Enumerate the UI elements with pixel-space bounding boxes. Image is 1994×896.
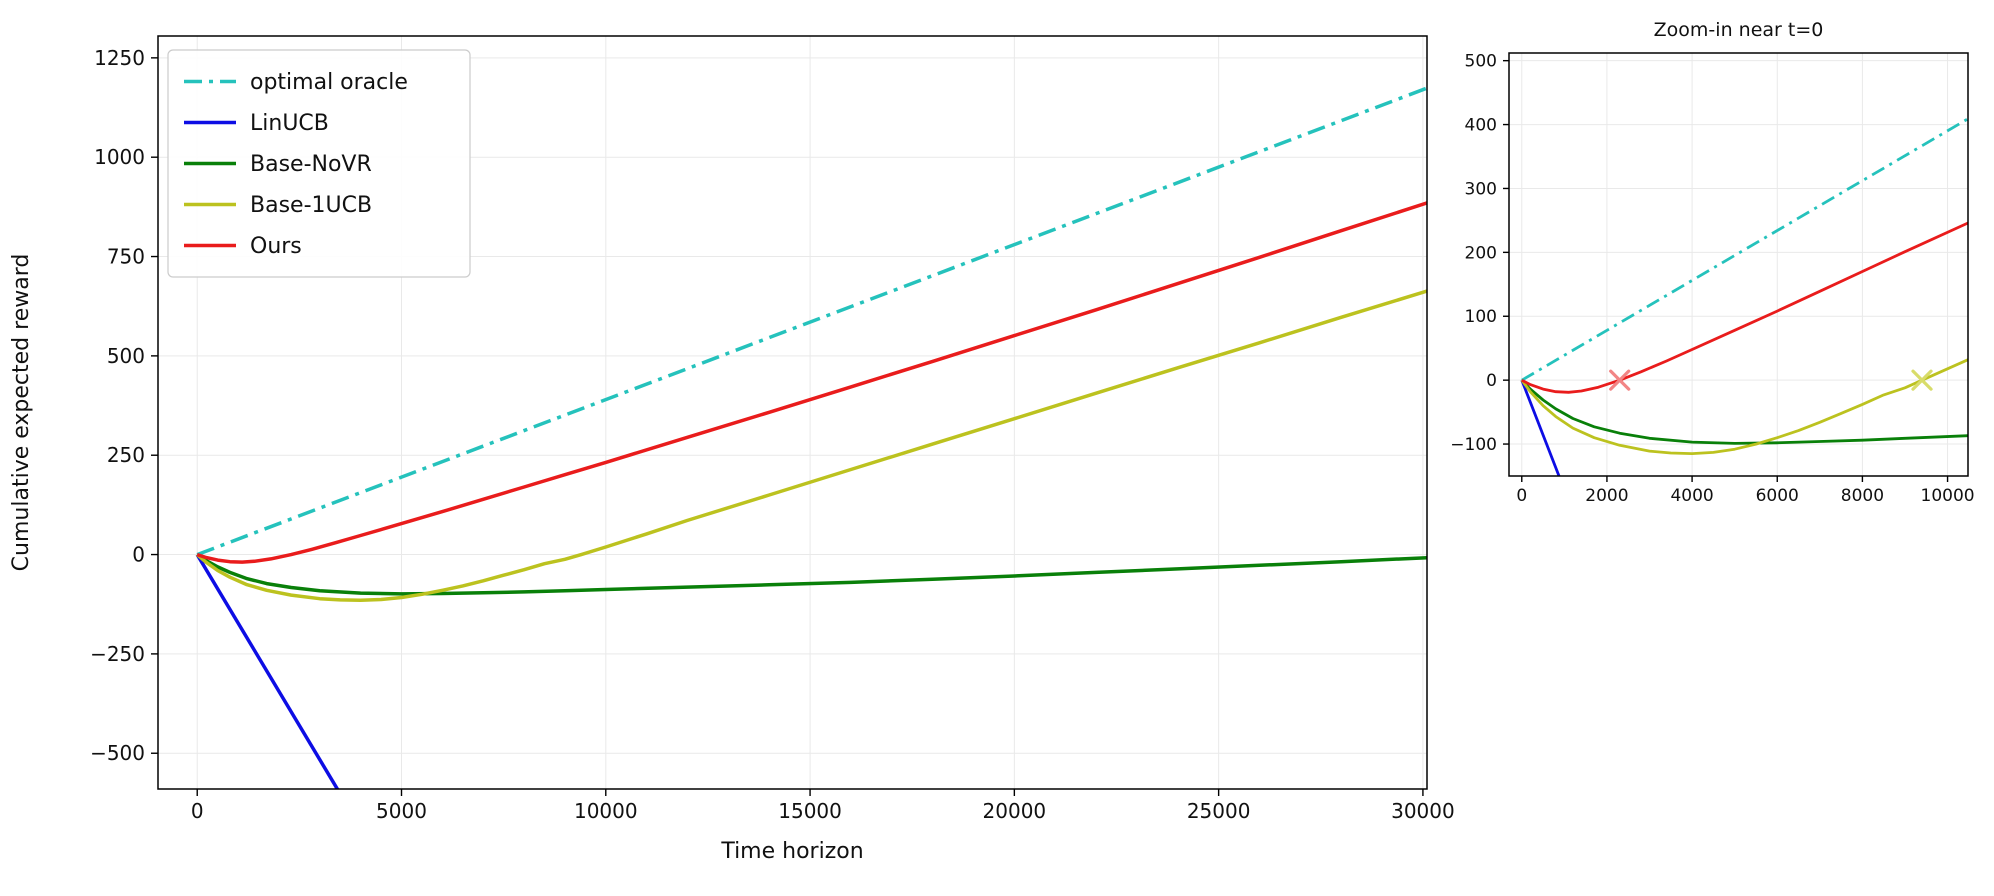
y-tick-label: 250 xyxy=(107,443,145,467)
plot-border xyxy=(1508,52,1969,477)
y-tick-label: 0 xyxy=(132,543,145,567)
series-line-optimal-oracle xyxy=(1521,117,1968,382)
y-tick-label: −250 xyxy=(90,642,145,666)
legend-label: Base-NoVR xyxy=(250,152,372,177)
x-tick-label: 4000 xyxy=(1670,486,1713,506)
x-axis-label: Time horizon xyxy=(720,839,863,864)
zoom-chart-svg: 0 2000 4000 6000 8000 10000 −100 0 100 200 300 400 5… xyxy=(1450,19,1975,506)
x-tick-label: 30000 xyxy=(1391,799,1455,823)
series-line-ours xyxy=(196,201,1427,564)
y-tick-label: −500 xyxy=(90,741,145,765)
x-marker xyxy=(1609,369,1631,391)
y-tick-label: 300 xyxy=(1465,179,1497,199)
x-tick-label: 10000 xyxy=(1921,486,1975,506)
y-axis-label: Cumulative expected reward xyxy=(9,254,34,572)
y-tick-label: 500 xyxy=(1465,52,1497,72)
x-tick-label: 15000 xyxy=(778,799,842,823)
series-line-base-novr xyxy=(196,553,1427,596)
x-tick-label: 5000 xyxy=(376,799,427,823)
y-tick-label: 200 xyxy=(1465,243,1497,263)
plot-border xyxy=(157,35,1428,790)
series-line-base-1ucb xyxy=(196,289,1427,603)
legend-label: optimal oracle xyxy=(250,70,408,95)
series-line-base-novr xyxy=(1520,379,1968,445)
series-line-ours xyxy=(1521,221,1968,394)
legend: optimal oracle LinUCB Base-NoVR Base-1UCB Ou… xyxy=(167,49,471,278)
main-chart-svg: 0 5000 10000 15000 20000 25000 30000 −500 −250 0 2… xyxy=(9,35,1455,864)
y-tick-label: 1000 xyxy=(94,145,145,169)
legend-label: Ours xyxy=(250,234,302,259)
y-tick-label: 750 xyxy=(107,245,145,269)
legend-label: Base-1UCB xyxy=(250,193,372,218)
x-tick-label: 2000 xyxy=(1585,486,1628,506)
chart-title: Zoom-in near t=0 xyxy=(1654,19,1824,41)
x-tick-label: 20000 xyxy=(983,799,1047,823)
x-marker xyxy=(1911,369,1933,391)
legend-box xyxy=(167,49,471,278)
x-tick-label: 10000 xyxy=(574,799,638,823)
y-tick-label: 400 xyxy=(1465,116,1497,136)
y-tick-label: −100 xyxy=(1450,435,1497,455)
series-line-linucb xyxy=(1520,379,1561,476)
y-tick-label: 0 xyxy=(1486,371,1497,391)
x-tick-label: 0 xyxy=(191,799,204,823)
x-tick-label: 25000 xyxy=(1187,799,1251,823)
legend-label: LinUCB xyxy=(250,111,329,136)
y-tick-label: 100 xyxy=(1465,307,1497,327)
main-chart: 0 5000 10000 15000 20000 25000 30000 −500 −250 0 2… xyxy=(9,35,1455,864)
series-line-linucb xyxy=(195,553,340,789)
series-line-base-1ucb xyxy=(1520,358,1968,455)
x-tick-label: 0 xyxy=(1516,486,1527,506)
zoom-chart: 0 2000 4000 6000 8000 10000 −100 0 100 200 300 400 5… xyxy=(1430,0,1994,530)
x-tick-label: 6000 xyxy=(1756,486,1799,506)
x-tick-label: 8000 xyxy=(1841,486,1884,506)
y-tick-label: 500 xyxy=(107,344,145,368)
series-line-optimal-oracle xyxy=(196,86,1427,557)
y-tick-label: 1250 xyxy=(94,46,145,70)
